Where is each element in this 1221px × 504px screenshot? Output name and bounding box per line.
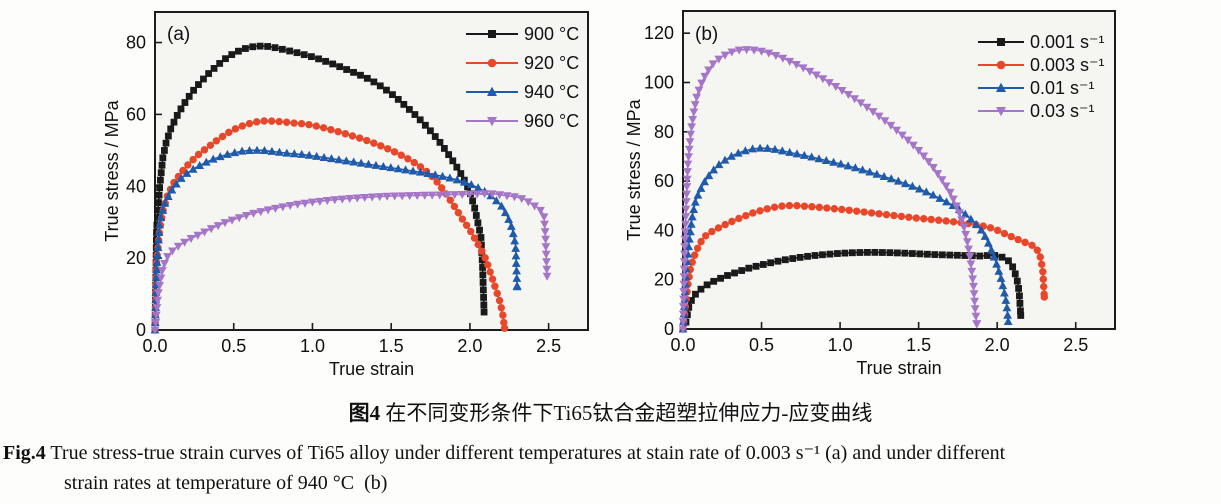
svg-text:1.5: 1.5 xyxy=(906,335,931,355)
svg-text:960 °C: 960 °C xyxy=(524,111,579,131)
svg-text:20: 20 xyxy=(126,248,146,268)
svg-text:2.5: 2.5 xyxy=(1063,335,1088,355)
svg-text:1.0: 1.0 xyxy=(300,336,325,356)
svg-text:900 °C: 900 °C xyxy=(524,24,579,44)
svg-text:0.5: 0.5 xyxy=(221,336,246,356)
svg-text:40: 40 xyxy=(126,176,146,196)
figure-caption: 图4 在不同变形条件下Ti65钛合金超塑拉伸应力-应变曲线 Fig.4 True… xyxy=(0,378,1221,498)
svg-text:0.003 s⁻¹: 0.003 s⁻¹ xyxy=(1030,55,1105,75)
series-0001 xyxy=(679,248,1025,333)
svg-text:2.0: 2.0 xyxy=(985,335,1010,355)
chart-a: 0.0 0.5 1.0 1.5 2.0 2.5 0 20 40 60 80 True strain Tr… xyxy=(102,11,589,378)
caption-english-label: Fig.4 xyxy=(3,442,46,464)
series-003 xyxy=(678,46,982,334)
svg-text:920 °C: 920 °C xyxy=(524,53,579,73)
svg-text:20: 20 xyxy=(654,270,674,290)
svg-text:True strain: True strain xyxy=(329,359,414,378)
caption-chinese: 图4 在不同变形条件下Ti65钛合金超塑拉伸应力-应变曲线 xyxy=(0,400,1221,426)
caption-english-line1: Fig.4 True stress-true strain curves of … xyxy=(0,438,1221,468)
svg-text:80: 80 xyxy=(654,122,674,142)
svg-text:True stress / MPa: True stress / MPa xyxy=(624,98,644,240)
svg-text:0.001 s⁻¹: 0.001 s⁻¹ xyxy=(1030,32,1105,52)
caption-english-line2: strain rates at temperature of 940 °C (b… xyxy=(64,472,388,494)
svg-text:0.0: 0.0 xyxy=(142,336,167,356)
chart-a-legend: 900 °C 920 °C 940 °C 960 °C xyxy=(466,24,579,131)
caption-chinese-label: 图4 xyxy=(348,401,381,425)
svg-text:1.5: 1.5 xyxy=(379,336,404,356)
svg-text:(b): (b) xyxy=(695,24,718,45)
svg-text:40: 40 xyxy=(654,220,674,240)
series-960c xyxy=(150,190,552,335)
svg-text:80: 80 xyxy=(126,33,146,53)
svg-text:0.5: 0.5 xyxy=(749,335,774,355)
svg-text:60: 60 xyxy=(126,104,146,124)
chart-b-legend: 0.001 s⁻¹ 0.003 s⁻¹ 0.01 s⁻¹ 0.03 s⁻¹ xyxy=(978,32,1105,121)
svg-text:0: 0 xyxy=(664,319,674,339)
caption-english-text1: True stress-true strain curves of Ti65 a… xyxy=(45,442,1006,464)
svg-text:1.0: 1.0 xyxy=(828,335,853,355)
svg-text:60: 60 xyxy=(654,171,674,191)
svg-text:True stress / MPa: True stress / MPa xyxy=(102,99,122,241)
chart-b: 0.0 0.5 1.0 1.5 2.0 2.5 0 20 40 60 80 100 120 True st… xyxy=(624,10,1116,378)
caption-chinese-text: 在不同变形条件下Ti65钛合金超塑拉伸应力-应变曲线 xyxy=(380,401,873,425)
svg-text:120: 120 xyxy=(644,23,674,43)
svg-text:2.5: 2.5 xyxy=(536,336,561,356)
svg-text:0: 0 xyxy=(136,320,146,340)
svg-text:940 °C: 940 °C xyxy=(524,82,579,102)
svg-text:0.0: 0.0 xyxy=(670,335,695,355)
charts-row: 0.0 0.5 1.0 1.5 2.0 2.5 0 20 40 60 80 True strain Tr… xyxy=(102,10,1116,378)
svg-text:2.0: 2.0 xyxy=(457,336,482,356)
svg-text:(a): (a) xyxy=(167,24,190,45)
svg-text:100: 100 xyxy=(644,72,674,92)
svg-text:0.03 s⁻¹: 0.03 s⁻¹ xyxy=(1030,101,1095,121)
svg-text:0.01 s⁻¹: 0.01 s⁻¹ xyxy=(1030,78,1095,98)
svg-text:True strain: True strain xyxy=(856,358,941,378)
